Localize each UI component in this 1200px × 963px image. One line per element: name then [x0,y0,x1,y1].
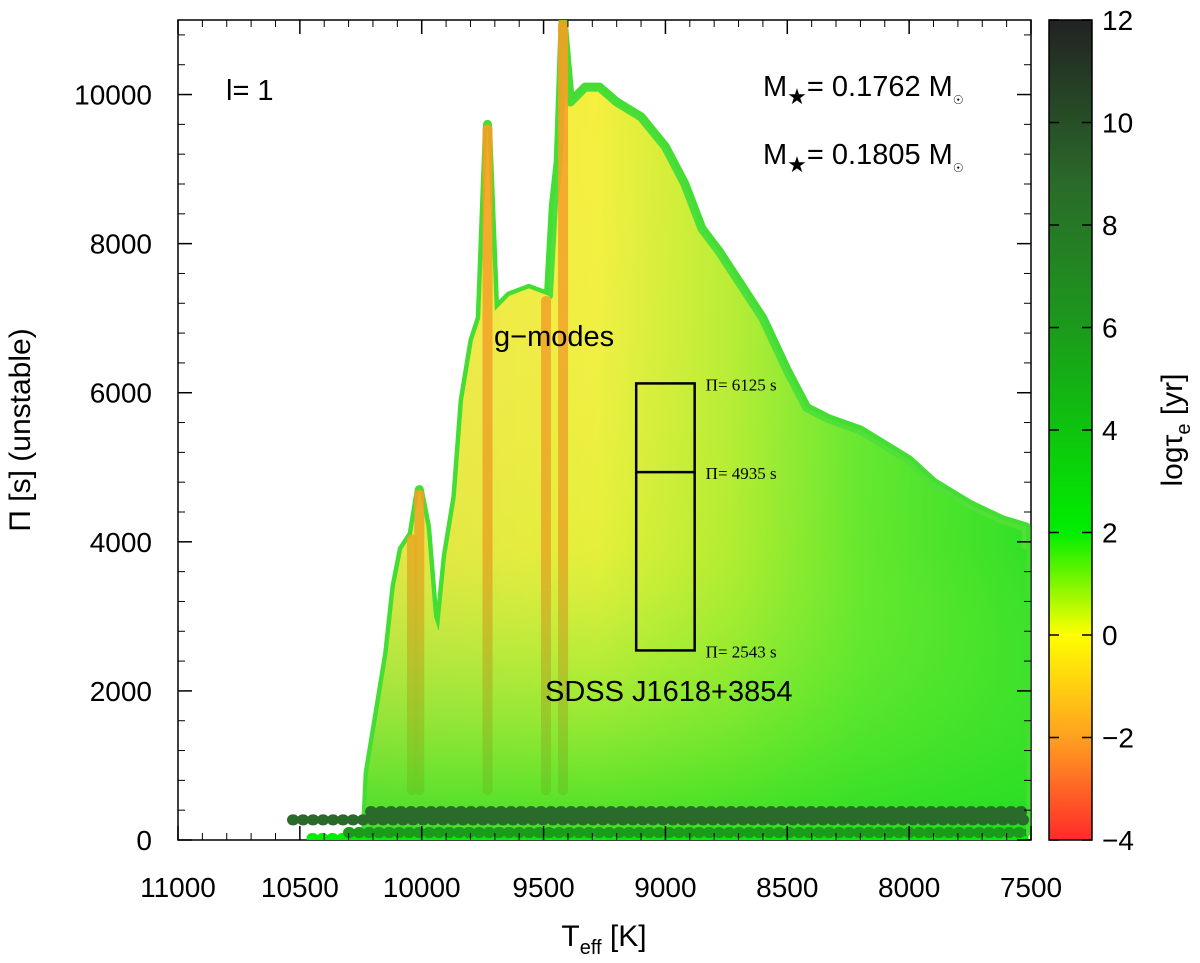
cb-tick-label: 10 [1102,108,1133,139]
x-axis-label: Teff [K] [561,920,646,958]
period-label-2: Π= 2543 s [706,642,777,661]
cb-tick-label: −4 [1102,825,1134,856]
cb-tick-label: 2 [1102,518,1118,549]
x-tick-label: 10000 [383,872,461,903]
y-axis-label: Π [s] (unstable) [4,328,37,531]
x-tick-label: 7500 [1000,872,1062,903]
x-tick-label: 9000 [634,872,696,903]
period-label-1: Π= 4935 s [706,464,777,483]
y-tick-label: 10000 [74,80,152,111]
y-tick-label: 8000 [90,229,152,260]
colorbar-label: logτe [yr] [1156,373,1195,486]
colorbar-ticks: −4 −2 0 2 4 6 8 10 12 [1049,5,1134,856]
cb-tick-label: −2 [1102,723,1134,754]
modes-label: g−modes [494,321,614,353]
cb-tick-label: 6 [1102,313,1118,344]
cb-tick-label: 0 [1102,620,1118,651]
x-tick-label: 9500 [512,872,574,903]
x-tick-label: 8500 [756,872,818,903]
cb-tick-label: 8 [1102,210,1118,241]
y-tick-label: 4000 [90,527,152,558]
y-tick-label: 0 [136,825,152,856]
y-tick-label: 6000 [90,378,152,409]
y-tick-label: 2000 [90,676,152,707]
cb-tick-label: 4 [1102,415,1118,446]
period-label-0: Π= 6125 s [706,375,777,394]
lower-tracks [287,806,1031,840]
cb-tick-label: 12 [1102,5,1133,36]
mass-label-1: M★= 0.1762 M☉ [763,71,964,109]
period-box: Π= 6125 s Π= 4935 s Π= 2543 s [634,375,777,661]
x-tick-label: 11000 [140,872,216,903]
mass-label-2: M★= 0.1805 M☉ [763,139,964,177]
x-tick-label: 10500 [261,872,339,903]
degree-label: l= 1 [226,75,274,107]
x-tick-label: 8000 [878,872,940,903]
y-axis: 0 2000 4000 6000 8000 10000 [74,34,1031,856]
x-axis: 11000 10500 10000 9500 9000 8500 8000 7500 [140,20,1062,903]
object-label: SDSS J1618+3854 [545,676,793,708]
period-box-outline [634,382,696,652]
